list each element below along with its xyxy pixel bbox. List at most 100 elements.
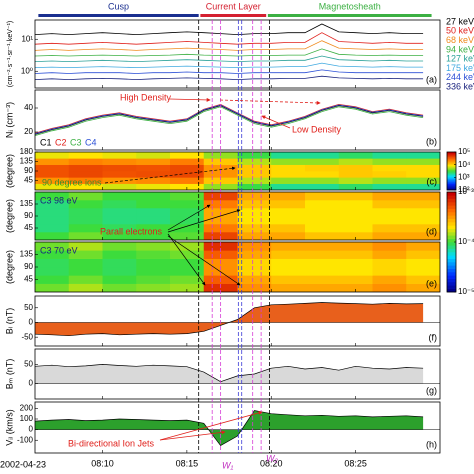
heat-cell: [136, 183, 171, 190]
heat-cell: [170, 183, 205, 190]
heat-cell: [136, 283, 171, 292]
y-axis-label: Nᵢ (cm⁻³): [4, 102, 14, 138]
colorbar-step: [447, 238, 456, 243]
heat-cell: [271, 208, 306, 217]
series-line: [35, 105, 424, 135]
y-tick-label: 50: [24, 359, 33, 368]
y-tick-label: 135: [20, 157, 34, 166]
heat-cell: [338, 208, 373, 217]
colorbar-step: [447, 157, 456, 159]
y-tick-label: 0: [29, 425, 34, 434]
colorbar-step: [447, 222, 456, 226]
segment-bar: [38, 14, 199, 17]
y-axis-label: (cm⁻²·s⁻¹·sr⁻¹·keV⁻¹): [7, 21, 14, 87]
heat-cell: [237, 164, 272, 172]
heat-cell: [136, 177, 171, 184]
segment-bar: [267, 14, 432, 17]
heat-cell: [68, 200, 103, 209]
panel-label: (d): [426, 226, 437, 236]
y-axis-label: Bₘ (nT): [4, 359, 14, 390]
colorbar-step: [447, 174, 456, 177]
heat-cell: [271, 250, 306, 259]
colorbar-step: [447, 169, 456, 172]
colorbar-step: [447, 171, 456, 173]
heat-cell: [68, 158, 103, 165]
legend-entry: 68 keV: [446, 35, 474, 45]
heat-cell: [68, 152, 103, 159]
heat-cell: [305, 158, 340, 165]
x-tick-label: 08:25: [344, 458, 367, 468]
colorbar-step: [447, 258, 456, 263]
heat-cell: [305, 232, 340, 240]
heat-cell: [68, 267, 103, 276]
heat-cell: [406, 275, 440, 284]
y-axis-label: (degree): [4, 250, 14, 284]
heat-cell: [237, 152, 272, 159]
heat-cell: [68, 232, 103, 240]
heat-cell: [406, 216, 440, 225]
y-tick-label: 100: [20, 414, 34, 423]
heat-cell: [170, 200, 205, 209]
heat-cell: [237, 200, 272, 209]
arrow: [159, 410, 263, 441]
heat-cell: [237, 258, 272, 268]
heat-cell: [338, 152, 373, 159]
colorbar-step: [447, 272, 456, 276]
heat-cell: [305, 171, 340, 178]
segment-label: Cusp: [108, 1, 129, 11]
legend-entry: 94 keV: [446, 44, 474, 54]
heat-cell: [338, 158, 373, 165]
y-tick-label: -100: [17, 435, 34, 444]
panel-label: (g): [426, 385, 437, 395]
y-tick-label: 40: [24, 103, 33, 112]
heat-cell: [237, 158, 272, 165]
heat-cell: [203, 200, 238, 209]
heat-cell: [102, 275, 137, 284]
annotation: Bi-directional Ion Jets: [68, 438, 155, 448]
colorbar-step: [447, 192, 456, 196]
y-tick-label: 50: [24, 303, 33, 312]
heat-cell: [102, 267, 137, 276]
y-tick-label: 0: [29, 318, 34, 327]
heat-cell: [271, 283, 306, 292]
heat-cell: [271, 275, 306, 284]
heat-cell: [35, 208, 70, 217]
heat-cell: [170, 158, 205, 165]
heat-cell: [237, 242, 272, 251]
panel-frame: [34, 348, 441, 400]
heat-cell: [305, 183, 340, 190]
heat-cell: [35, 192, 70, 201]
heat-cell: [68, 208, 103, 217]
heat-cell: [338, 183, 373, 190]
heat-cell: [338, 250, 373, 259]
heat-cell: [35, 232, 70, 240]
colorbar-tick-label: 10⁵: [458, 147, 470, 156]
colorbar-step: [447, 152, 456, 154]
heat-cell: [170, 283, 205, 292]
colorbar-step: [447, 228, 456, 233]
y-tick-label: 10⁰: [21, 66, 33, 75]
heat-cell: [372, 183, 407, 190]
colorbar-step: [447, 181, 456, 183]
heat-cell: [372, 242, 407, 251]
colorbar-step: [447, 183, 456, 186]
heat-cell: [136, 275, 171, 284]
legend-entry: C1: [40, 137, 52, 147]
legend-entry: 50 keV: [446, 26, 474, 36]
heat-cell: [35, 200, 70, 209]
heat-cell: [203, 183, 238, 190]
series-line: [35, 40, 424, 51]
colorbar-step: [447, 165, 456, 168]
series-line: [35, 410, 424, 447]
heat-cell: [170, 164, 205, 172]
legend-entry: 336 keV: [446, 81, 474, 91]
heat-cell: [237, 171, 272, 178]
heat-cell: [35, 164, 70, 172]
heat-cell: [406, 242, 440, 251]
colorbar-step: [447, 242, 456, 246]
heat-cell: [68, 250, 103, 259]
heat-cell: [35, 258, 70, 268]
heat-cell: [372, 152, 407, 159]
heat-cell: [271, 171, 306, 178]
